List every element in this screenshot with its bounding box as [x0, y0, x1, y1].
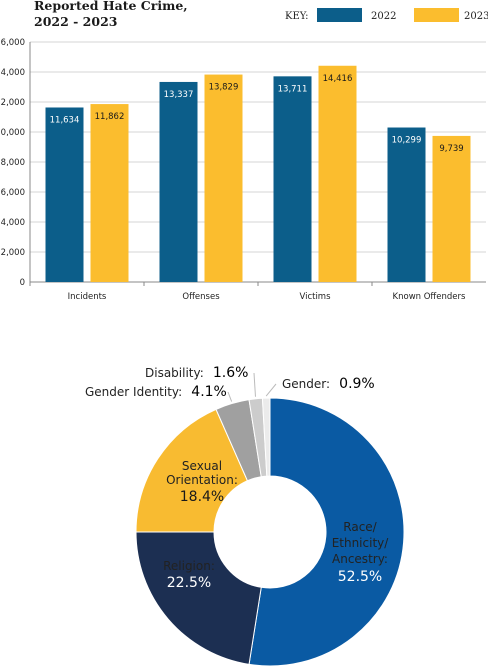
bar-chart-bars: [45, 65, 471, 283]
y-tick-label: 6,000: [1, 188, 25, 198]
donut-slice-5: [261, 397, 271, 477]
bar-value-label: 9,739: [439, 144, 463, 154]
leader-line: [265, 383, 277, 397]
bar-2023-2: [318, 65, 357, 282]
slice-label-sexual-2: Orientation:: [166, 473, 238, 487]
donut-slice-0: [248, 397, 405, 667]
bar-chart-value-labels: 11,634 11,862 13,337 13,829 13,711 14,416 10,2…: [50, 74, 464, 154]
bar-2023-0: [90, 104, 129, 282]
bar-2023-1: [204, 74, 243, 282]
y-tick-label: 2,000: [1, 248, 25, 258]
bar-2022-0: [45, 107, 84, 283]
leader-line: [227, 391, 233, 402]
bar-2023-3: [432, 135, 471, 282]
y-tick-label: 8,000: [1, 158, 25, 168]
chart-title-line-2: 2022 - 2023: [34, 14, 117, 29]
slice-label-religion: Religion:: [163, 559, 215, 573]
slice-pct-sexual: 18.4%: [180, 489, 224, 505]
legend-label-2023: 2023: [464, 11, 488, 22]
donut-slice-1: [135, 531, 262, 665]
bar-2022-2: [273, 76, 312, 283]
bar-chart-y-axis: 0 2,000 4,000 6,000 8,000 10,000 12,000 14,000 1…: [0, 38, 25, 288]
donut-leader-lines: [227, 372, 277, 402]
slice-label-sexual-1: Sexual: [182, 459, 222, 473]
x-category-label: Victims: [299, 292, 331, 302]
legend-label-2022: 2022: [371, 11, 396, 22]
bar-value-label: 11,634: [50, 115, 80, 125]
x-category-label: Incidents: [68, 292, 107, 302]
bar-value-label: 11,862: [95, 112, 125, 122]
slice-label-gender-identity: Gender Identity: 4.1%: [85, 381, 227, 400]
slice-pct-race: 52.5%: [338, 569, 382, 585]
slice-label-race-3: Ancestry:: [332, 552, 388, 566]
bar-value-label: 13,829: [209, 83, 239, 93]
x-category-label: Offenses: [182, 292, 220, 302]
y-tick-label: 16,000: [0, 38, 25, 48]
slice-label-disability: Disability: 1.6%: [145, 362, 248, 381]
slice-label-gender: Gender: 0.9%: [282, 373, 375, 392]
chart-title-line-1: Reported Hate Crime,: [34, 0, 188, 13]
y-tick-label: 14,000: [0, 68, 25, 78]
legend-swatch-2022: [317, 8, 362, 22]
bar-value-label: 13,711: [278, 84, 308, 94]
donut-slice-2: [135, 408, 249, 533]
x-category-label: Known Offenders: [393, 292, 466, 302]
y-tick-label: 0: [20, 278, 25, 288]
legend-key-label: KEY:: [285, 11, 309, 22]
slice-pct-religion: 22.5%: [167, 575, 211, 591]
bar-value-label: 13,337: [164, 90, 194, 100]
bar-chart-x-axis: Incidents Offenses Victims Known Offenders: [29, 282, 466, 302]
donut-chart: [135, 397, 405, 667]
y-tick-label: 10,000: [0, 128, 25, 138]
y-tick-label: 4,000: [1, 218, 25, 228]
donut-labels: Race/ Ethnicity/ Ancestry: 52.5% Religio…: [85, 362, 390, 591]
legend-swatch-2023: [414, 8, 459, 22]
bar-2022-3: [387, 127, 426, 282]
y-tick-label: 12,000: [0, 98, 25, 108]
slice-label-race-2: Ethnicity/: [332, 536, 390, 550]
legend: KEY: 2022 2023: [285, 8, 488, 22]
bar-2022-1: [159, 81, 198, 282]
bar-value-label: 14,416: [323, 74, 353, 84]
bar-value-label: 10,299: [392, 136, 422, 146]
slice-label-race-1: Race/: [343, 520, 377, 534]
leader-line: [253, 372, 256, 397]
